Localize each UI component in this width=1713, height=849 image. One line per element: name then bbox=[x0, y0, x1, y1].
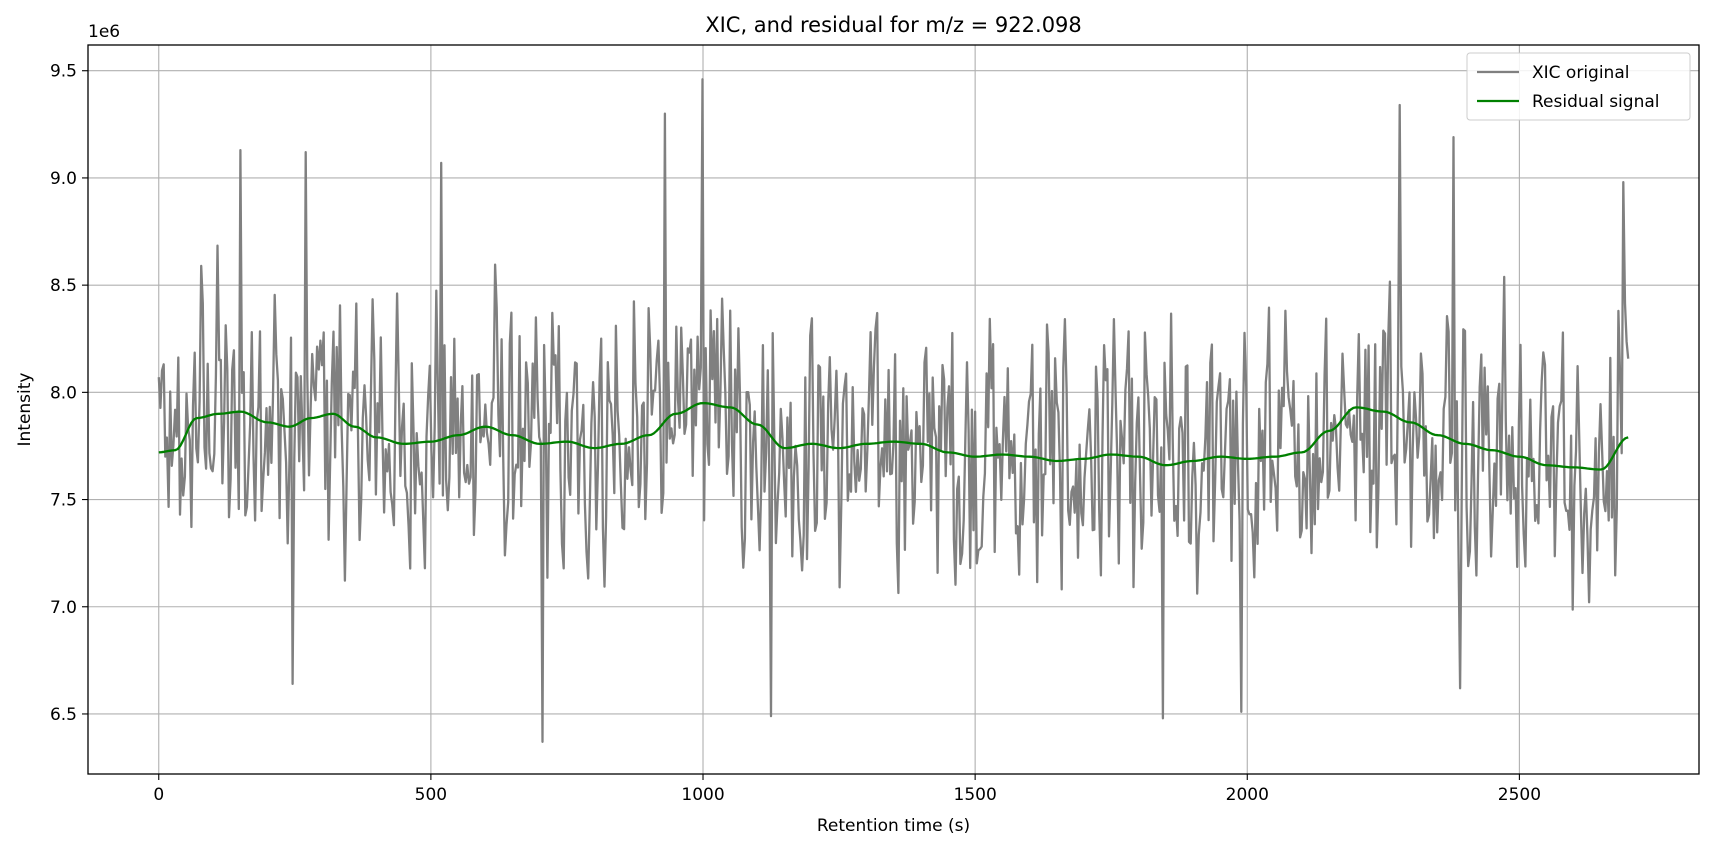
x-tick-label: 1000 bbox=[681, 785, 724, 805]
y-tick-label: 8.5 bbox=[50, 276, 77, 296]
y-tick-label: 7.5 bbox=[50, 491, 77, 511]
x-tick-label: 500 bbox=[415, 785, 447, 805]
x-tick-label: 2000 bbox=[1226, 785, 1269, 805]
x-tick-label: 1500 bbox=[954, 785, 997, 805]
legend-label-residual-signal: Residual signal bbox=[1532, 92, 1659, 112]
plot-frame bbox=[87, 44, 1700, 775]
x-axis-title: Retention time (s) bbox=[817, 816, 970, 836]
legend: XIC original Residual signal bbox=[1466, 52, 1691, 121]
legend-label-xic-original: XIC original bbox=[1532, 63, 1629, 83]
y-tick-label: 9.5 bbox=[50, 62, 77, 82]
chart-title: XIC, and residual for m/z = 922.098 bbox=[705, 13, 1082, 37]
y-axis-offset-label: 1e6 bbox=[88, 22, 120, 42]
x-tick-label: 2500 bbox=[1498, 785, 1541, 805]
series-residual-signal bbox=[158, 401, 1629, 471]
legend-box bbox=[1466, 52, 1691, 121]
y-tick-label: 7.0 bbox=[50, 598, 77, 618]
y-axis: 6.5 7.0 7.5 8.0 8.5 9.0 9.5 bbox=[50, 62, 88, 725]
y-tick-label: 8.0 bbox=[50, 383, 77, 403]
y-tick-label: 6.5 bbox=[50, 705, 77, 725]
y-axis-title: Intensity bbox=[15, 373, 35, 447]
line-residual-signal bbox=[158, 401, 1629, 471]
x-tick-label: 0 bbox=[153, 785, 164, 805]
x-axis: 0 500 1000 1500 2000 2500 bbox=[153, 774, 1541, 805]
y-tick-label: 9.0 bbox=[50, 169, 77, 189]
